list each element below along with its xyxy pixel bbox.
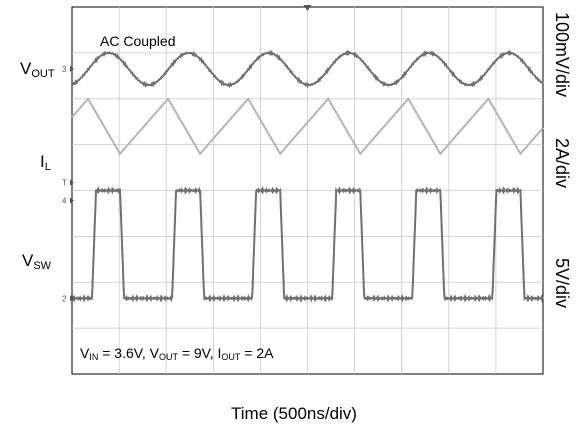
vsw-scale-label: 5V/div [552, 258, 572, 309]
ac-coupled-annotation: AC Coupled [100, 33, 176, 49]
trace-il [71, 97, 544, 156]
vsw-trace-label: VSW [22, 251, 52, 272]
plot-grid [71, 5, 544, 375]
channel-marker-arrow [70, 179, 74, 186]
il-trace-label: IL [40, 152, 51, 173]
channel-marker-3: 3 [62, 65, 67, 74]
channel-marker-arrow [70, 197, 74, 204]
vout-trace-label: VOUT [20, 59, 55, 80]
channel-markers: 3 T 4 2 [62, 65, 74, 303]
operating-conditions: VIN = 3.6V, VOUT = 9V, IOUT = 2A [80, 345, 274, 362]
channel-marker-2: 2 [62, 294, 67, 303]
x-axis-label: Time (500ns/div) [231, 404, 357, 423]
il-scale-label: 2A/div [552, 138, 572, 189]
channel-marker-T: T [62, 179, 67, 188]
channel-marker-arrow [70, 65, 74, 72]
trigger-marker [303, 5, 312, 11]
trace-vsw [71, 185, 544, 304]
channel-marker-4: 4 [62, 197, 67, 206]
vout-scale-label: 100mV/div [552, 12, 572, 98]
traces [71, 49, 544, 304]
trace-vout [71, 49, 544, 89]
channel-marker-arrow [70, 295, 74, 302]
